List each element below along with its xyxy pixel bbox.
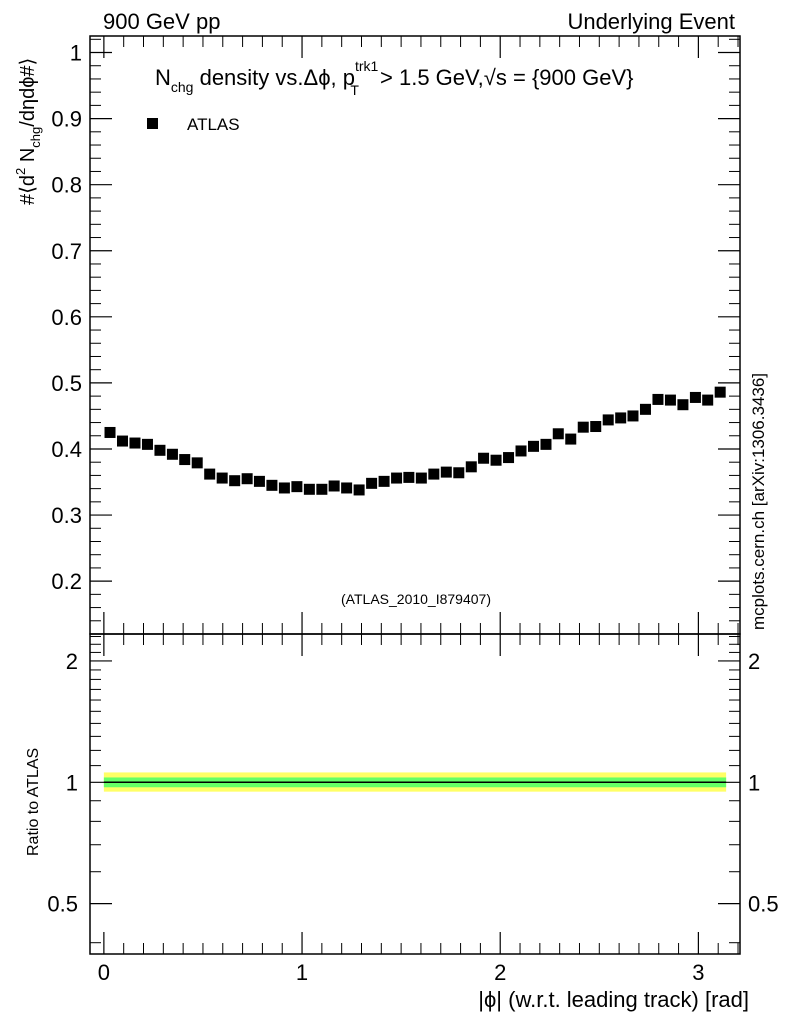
data-point [303, 483, 315, 495]
data-point [229, 475, 241, 487]
data-point [440, 466, 452, 478]
data-point [291, 481, 303, 493]
y-tick-label: 0.2 [51, 569, 82, 594]
legend-marker-atlas [147, 118, 158, 129]
title-sqrt: √s [484, 65, 507, 90]
data-point [428, 468, 440, 480]
side-note: mcplots.cern.ch [arXiv:1306.3436] [749, 373, 768, 630]
title-sub-chg: chg [171, 79, 194, 95]
data-point [590, 421, 602, 433]
legend-label-atlas: ATLAS [187, 115, 240, 134]
data-point [515, 445, 527, 457]
title-sub-t: T [350, 82, 359, 98]
data-point [627, 410, 639, 422]
data-point [490, 454, 502, 466]
data-point [104, 426, 116, 438]
data-point [503, 452, 515, 464]
data-point [179, 454, 191, 466]
data-point [453, 467, 465, 479]
x-tick-label: 2 [494, 960, 506, 985]
analysis-tag: (ATLAS_2010_I879407) [341, 591, 491, 607]
data-point [415, 472, 427, 484]
ratio-y-tick-label-left: 0.5 [47, 892, 78, 917]
ratio-y-tick-label-right: 0.5 [748, 892, 779, 917]
title-n: N [155, 65, 171, 90]
header-right: Underlying Event [567, 9, 735, 34]
y-tick-label: 0.9 [51, 107, 82, 132]
data-point [702, 394, 714, 406]
data-point [403, 471, 415, 483]
data-point [278, 482, 290, 494]
y-tick-label: 0.7 [51, 239, 82, 264]
ratio-y-tick-label-right: 2 [748, 649, 760, 674]
data-point [540, 438, 552, 450]
data-point [689, 391, 701, 403]
data-point [316, 483, 328, 495]
ratio-plot-frame [89, 633, 741, 955]
x-tick-label: 3 [692, 960, 704, 985]
data-point [241, 473, 253, 485]
data-point [577, 421, 589, 433]
atlas-data-points [104, 386, 726, 496]
data-point [528, 440, 540, 452]
ratio-y-tick-label-right: 1 [748, 770, 760, 795]
x-tick-label: 0 [98, 960, 110, 985]
x-tick-label: 1 [296, 960, 308, 985]
title-mid: density vs.Δϕ, p [193, 65, 355, 90]
title-end: = {900 GeV} [507, 65, 634, 90]
data-point [565, 433, 577, 445]
data-point [191, 457, 203, 469]
ratio-y-ticks: 0.5 0.5 1 1 2 2 [47, 635, 779, 944]
plot-title: Nchg density vs.Δϕ, ptrk1 T > 1.5 GeV,√s … [155, 58, 633, 98]
data-point [652, 393, 664, 405]
y-tick-label: 0.3 [51, 503, 82, 528]
data-point [714, 386, 726, 398]
data-point [552, 428, 564, 440]
data-point [129, 437, 141, 449]
y-tick-label: 0.8 [51, 173, 82, 198]
ratio-y-tick-label-left: 1 [66, 770, 78, 795]
data-point [378, 475, 390, 487]
data-point [141, 438, 153, 450]
y-tick-label: 0.4 [51, 437, 82, 462]
ratio-y-axis-label: Ratio to ATLAS [25, 748, 42, 856]
title-tail: > 1.5 GeV, [374, 65, 484, 90]
data-point [639, 403, 651, 415]
data-point [615, 412, 627, 424]
data-point [266, 479, 278, 491]
data-point [602, 414, 614, 426]
data-point [154, 444, 166, 456]
data-point [253, 475, 265, 487]
ratio-y-tick-label-left: 2 [66, 649, 78, 674]
data-point [353, 484, 365, 496]
data-point [216, 472, 228, 484]
data-point [341, 482, 353, 494]
data-point [677, 399, 689, 411]
main-y-axis-label: #⟨d2 Nchg/dηdϕ#⟩ [13, 58, 43, 205]
data-point [391, 472, 403, 484]
x-axis-label: |ϕ| (w.r.t. leading track) [rad] [478, 987, 749, 1012]
main-y-ticks: 0.2 0.3 0.4 0.5 0.6 0.7 0.8 0.9 1 [51, 38, 740, 635]
y-tick-label: 0.6 [51, 305, 82, 330]
data-point [204, 468, 216, 480]
data-point [664, 394, 676, 406]
data-point [117, 435, 128, 447]
header-left: 900 GeV pp [103, 9, 220, 34]
y-tick-label: 0.5 [51, 371, 82, 396]
data-point [366, 477, 378, 489]
x-ticks: 0 1 2 3 [98, 36, 739, 985]
data-point [166, 448, 178, 460]
y-tick-label: 1 [70, 41, 82, 66]
data-point [465, 461, 477, 473]
data-point [478, 452, 490, 464]
title-sup-trk1: trk1 [355, 58, 379, 74]
data-point [328, 480, 340, 492]
